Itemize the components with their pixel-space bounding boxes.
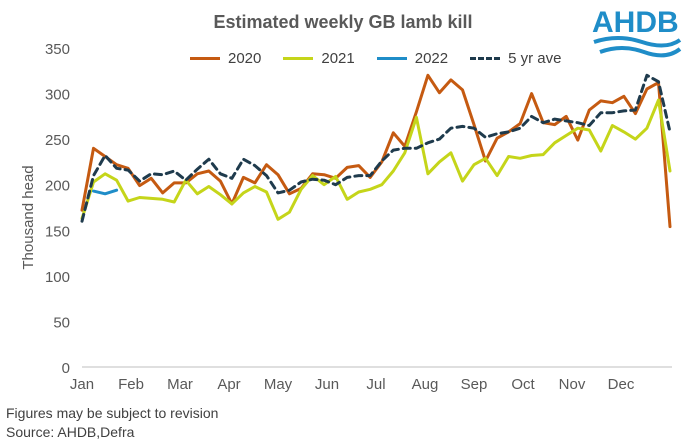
series-line-5-yr-ave — [80, 73, 672, 223]
chart-title: Estimated weekly GB lamb kill — [213, 12, 473, 32]
y-axis-label: Thousand head — [20, 165, 37, 269]
chart-legend: 2020 2021 2022 5 yr ave — [190, 50, 561, 67]
ahdb-logo: AHDB — [588, 2, 684, 62]
y-tick-label: 150 — [45, 223, 70, 240]
x-tick-label-feb: Feb — [118, 376, 144, 393]
legend-swatch-5yr — [470, 57, 501, 60]
series-line-2022 — [92, 188, 119, 196]
y-tick-label: 250 — [45, 132, 70, 149]
legend-swatch-2022 — [376, 57, 407, 60]
source-note: Source: AHDB,Defra — [6, 424, 135, 440]
legend-swatch-2021 — [283, 57, 314, 60]
legend-label-2021: 2021 — [321, 50, 355, 67]
y-tick-label: 0 — [62, 360, 70, 377]
footnote: Figures may be subject to revision — [6, 405, 219, 421]
legend-item-2021: 2021 — [283, 50, 355, 67]
y-tick-label: 350 — [45, 41, 70, 58]
x-tick-label-oct: Oct — [511, 376, 535, 393]
x-tick-label-jan: Jan — [70, 376, 94, 393]
x-tick-label-mar: Mar — [167, 376, 193, 393]
y-tick-label: 300 — [45, 87, 70, 104]
logo-text: AHDB — [592, 6, 679, 39]
y-tick-label: 50 — [53, 314, 70, 331]
legend-label-2022: 2022 — [414, 50, 449, 67]
y-tick-label: 200 — [45, 178, 70, 195]
legend-label-2020: 2020 — [228, 50, 262, 67]
x-tick-label-sep: Sep — [461, 376, 488, 393]
x-tick-label-jul: Jul — [366, 376, 385, 393]
legend-swatch-2020 — [190, 57, 220, 60]
series-line-2021 — [80, 98, 672, 221]
legend-item-5yr: 5 yr ave — [470, 50, 561, 67]
x-tick-label-may: May — [264, 376, 293, 393]
x-tick-label-apr: Apr — [217, 376, 240, 393]
series-line-2020 — [80, 73, 672, 229]
x-tick-label-jun: Jun — [315, 376, 339, 393]
x-tick-label-aug: Aug — [412, 376, 439, 393]
x-tick-label-dec: Dec — [608, 376, 635, 393]
legend-label-5yr: 5 yr ave — [508, 50, 562, 67]
x-tick-label-nov: Nov — [559, 376, 586, 393]
y-tick-label: 100 — [45, 269, 70, 286]
legend-item-2020: 2020 — [190, 50, 261, 67]
legend-item-2022: 2022 — [376, 50, 449, 67]
